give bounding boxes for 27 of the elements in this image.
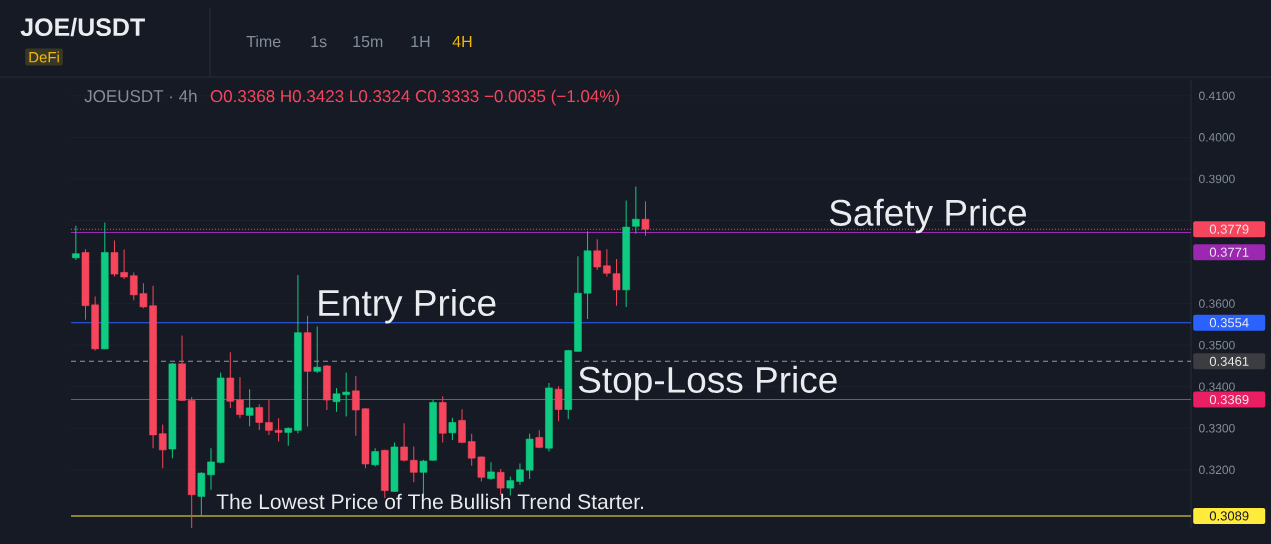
- chart-subtitle: JOEUSDT · 4h: [84, 89, 197, 103]
- y-tick-label: 0.3900: [1199, 174, 1235, 184]
- annotation: Stop-Loss Price: [578, 365, 837, 401]
- annotation: Safety Price: [829, 198, 1026, 234]
- ref-line-label: 0.3461: [1209, 356, 1249, 366]
- text: Time: [246, 35, 281, 48]
- ref-line-label: 0.3554: [1209, 318, 1249, 328]
- ref-line-label: 0.3369: [1209, 394, 1249, 405]
- ref-line-label: 0.3089: [1209, 511, 1249, 521]
- text: 4H: [452, 35, 472, 47]
- text: DeFi: [29, 51, 59, 63]
- annotation: The Lowest Price of The Bullish Trend Starter.: [216, 493, 643, 510]
- ref-line-label: 0.3771: [1209, 247, 1249, 257]
- y-tick-label: 0.3400: [1199, 382, 1235, 391]
- ref-line-label: 0.3779: [1209, 224, 1249, 234]
- annotation: Entry Price: [319, 288, 496, 324]
- text: 1s: [311, 35, 327, 48]
- chart-title: JOE/USDT: [20, 17, 145, 37]
- y-tick-label: 0.3300: [1199, 424, 1235, 433]
- y-tick-label: 0.3200: [1199, 465, 1235, 475]
- annotation: O0.3368 H0.3423 L0.3324 C0.3333 −0.0035 (−1.04%): [210, 89, 620, 106]
- y-tick-label: 0.3600: [1199, 299, 1235, 308]
- y-tick-label: 0.4000: [1199, 133, 1235, 142]
- text: 1H: [411, 35, 430, 47]
- y-tick-label: 0.4100: [1199, 91, 1235, 101]
- y-tick-label: 0.3500: [1199, 340, 1235, 350]
- text: 15m: [353, 35, 383, 48]
